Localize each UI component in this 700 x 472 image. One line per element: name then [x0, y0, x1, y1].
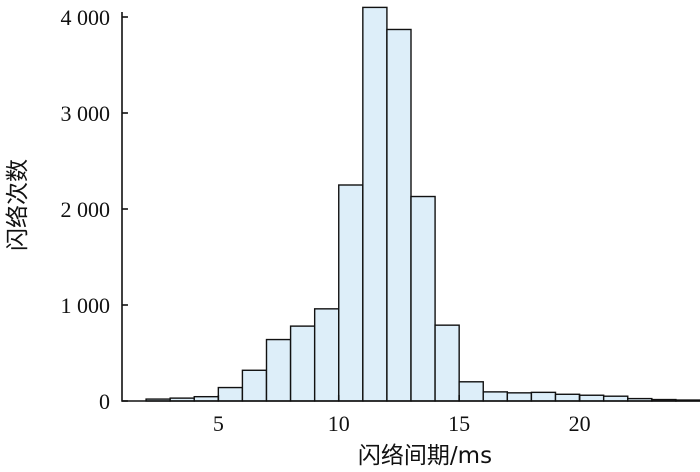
- histogram-bar: [458, 381, 484, 402]
- histogram-bar: [554, 393, 581, 402]
- y-tick-label: 2 000: [61, 197, 111, 222]
- x-ticks: 5 10 15 20: [213, 395, 591, 436]
- y-ticks: 0 1 000 2 000 3 000 4 000: [61, 5, 128, 414]
- bars-group: [145, 6, 700, 402]
- histogram-bar: [482, 391, 509, 402]
- y-tick-label: 1 000: [61, 293, 111, 318]
- x-tick-label: 20: [569, 411, 591, 436]
- histogram-bar: [289, 325, 316, 402]
- histogram-bar: [362, 6, 388, 402]
- y-axis-title: 闪络次数: [5, 159, 31, 251]
- y-tick-label: 0: [99, 389, 110, 414]
- histogram-bar: [410, 195, 436, 402]
- histogram-bar: [506, 392, 533, 402]
- y-tick-label: 3 000: [61, 101, 111, 126]
- histogram-bar: [386, 28, 412, 402]
- y-tick-label: 4 000: [61, 5, 111, 30]
- histogram-bar: [241, 369, 268, 402]
- histogram-bar: [578, 394, 605, 402]
- histogram-bar: [313, 308, 340, 402]
- x-axis-title: 闪络间期/ms: [358, 443, 492, 469]
- x-tick-label: 10: [328, 411, 350, 436]
- x-tick-label: 15: [448, 411, 470, 436]
- x-tick-label: 5: [213, 411, 224, 436]
- histogram-bar: [217, 386, 244, 402]
- histogram-bar: [265, 338, 292, 402]
- histogram-bar: [530, 391, 557, 402]
- histogram-bar: [338, 184, 364, 402]
- histogram-bar: [434, 324, 460, 402]
